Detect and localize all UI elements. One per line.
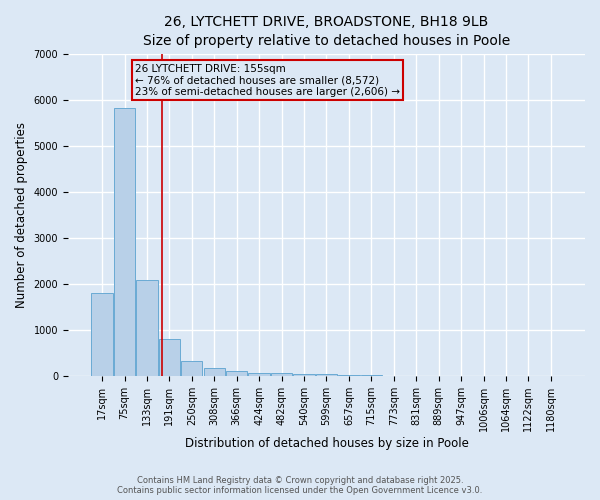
Bar (159, 339, 180, 376)
X-axis label: Distribution of detached houses by size in Poole: Distribution of detached houses by size … (185, 437, 469, 450)
Y-axis label: Number of detached properties: Number of detached properties (15, 122, 28, 308)
Bar (248, 372, 270, 376)
Text: Contains HM Land Registry data © Crown copyright and database right 2025.
Contai: Contains HM Land Registry data © Crown c… (118, 476, 482, 495)
Title: 26, LYTCHETT DRIVE, BROADSTONE, BH18 9LB
Size of property relative to detached h: 26, LYTCHETT DRIVE, BROADSTONE, BH18 9LB… (143, 15, 510, 48)
Bar (181, 362, 202, 376)
Bar (203, 368, 225, 376)
Bar (338, 375, 359, 376)
Bar (114, 108, 135, 376)
Bar (226, 371, 247, 376)
Bar (293, 374, 314, 376)
Bar (271, 374, 292, 376)
Bar (136, 280, 158, 376)
Text: 26 LYTCHETT DRIVE: 155sqm
← 76% of detached houses are smaller (8,572)
23% of se: 26 LYTCHETT DRIVE: 155sqm ← 76% of detac… (135, 64, 400, 96)
Bar (316, 374, 337, 376)
Bar (91, 294, 113, 376)
